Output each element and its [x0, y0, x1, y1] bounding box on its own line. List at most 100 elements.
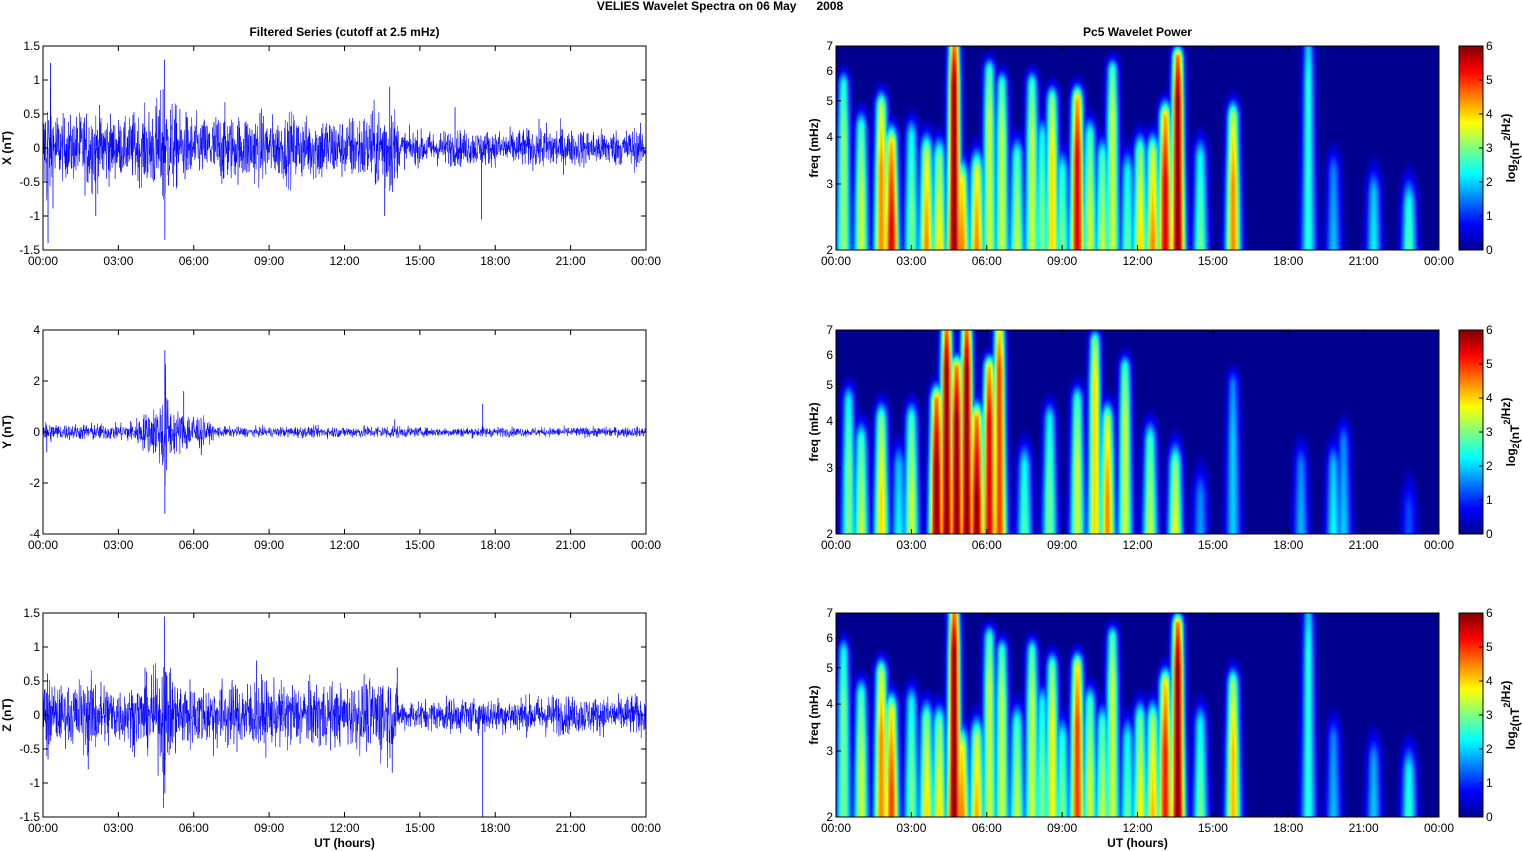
line-y-ytick-label: 2 — [33, 374, 40, 388]
line-x-xtick-label: 00:00 — [631, 254, 661, 268]
heatmap-z-colorbar-tick-label: 0 — [1486, 810, 1493, 824]
heatmap-y-colorbar-tick-label: 6 — [1486, 323, 1493, 337]
heatmap-panel-z: 2 3 4 5 6 7 freq (mHz) 00:00 03:00 06:00 09:00 12:0… — [807, 606, 1522, 850]
line-y-xtick-label: 18:00 — [480, 538, 510, 552]
line-y-ytick-label: -2 — [29, 476, 40, 490]
heatmap-z-ytick-label: 4 — [826, 697, 833, 711]
heatmap-y-colorbar-tick-label: 0 — [1486, 527, 1493, 541]
line-x-ytick-label: -0.5 — [19, 175, 40, 189]
line-x-xtick-label: 09:00 — [254, 254, 284, 268]
heatmap-x-xtick-label: 12:00 — [1122, 254, 1152, 268]
line-panel-y: -4 -2 0 2 4 Y (nT) 00:00 03:00 06:00 09:00 12:00 15… — [0, 323, 661, 552]
heatmap-panel-x: 2 3 4 5 6 7 freq (mHz) 00:00 03:00 06:00 09:00 12:0… — [807, 25, 1522, 268]
heatmap-x-xtick-label: 15:00 — [1198, 254, 1228, 268]
line-x-trace — [42, 87, 647, 209]
heatmap-x-xtick-label: 00:00 — [821, 254, 851, 268]
line-y-xtick-label: 03:00 — [103, 538, 133, 552]
heatmap-x-colorbar-tick-label: 5 — [1486, 73, 1493, 87]
line-x-xtick-label: 06:00 — [179, 254, 209, 268]
line-z-ytick-label: -1 — [29, 776, 40, 790]
heatmap-x-power-image — [836, 46, 1439, 250]
heatmap-y-colorbar-label: log2(nT2/Hz) — [1499, 398, 1522, 467]
heatmap-x-xtick-label: 03:00 — [896, 254, 926, 268]
line-y-xtick-label: 00:00 — [28, 538, 58, 552]
heatmap-x-colorbar-tick-label: 1 — [1486, 209, 1493, 223]
heatmap-y-xtick-label: 15:00 — [1198, 538, 1228, 552]
heatmap-y-xtick-label: 00:00 — [821, 538, 851, 552]
line-z-trace — [42, 663, 647, 809]
line-z-ytick-label: 0 — [33, 708, 40, 722]
heatmap-z-xtick-label: 21:00 — [1349, 821, 1379, 835]
line-x-ytick-label: -1.5 — [19, 243, 40, 257]
heatmap-y-colorbar-tick-label: 4 — [1486, 391, 1493, 405]
heatmap-y-colorbar-tick-label: 3 — [1486, 425, 1493, 439]
heatmap-z-colorbar-label: log2(nT2/Hz) — [1499, 681, 1522, 750]
line-y-ytick-label: 0 — [33, 425, 40, 439]
heatmap-z-ylabel: freq (mHz) — [807, 685, 821, 744]
line-x-title: Filtered Series (cutoff at 2.5 mHz) — [249, 25, 439, 39]
heatmap-y-ytick-label: 2 — [826, 527, 833, 541]
heatmap-y-xtick-label: 12:00 — [1122, 538, 1152, 552]
line-y-ylabel: Y (nT) — [0, 415, 14, 449]
line-z-ytick-label: 1.5 — [23, 606, 40, 620]
heatmap-y-colorbar-tick-label: 1 — [1486, 493, 1493, 507]
heatmap-panel-y: 2 3 4 5 6 7 freq (mHz) 00:00 03:00 06:00 09:00 12:0… — [807, 323, 1522, 552]
heatmap-x-xtick-label: 09:00 — [1047, 254, 1077, 268]
heatmap-x-ytick-label: 6 — [826, 64, 833, 78]
line-y-xtick-label: 12:00 — [329, 538, 359, 552]
heatmap-y-ylabel: freq (mHz) — [807, 402, 821, 461]
line-y-xtick-label: 15:00 — [405, 538, 435, 552]
heatmap-y-xtick-label: 00:00 — [1424, 538, 1454, 552]
heatmap-y-ytick-label: 7 — [826, 323, 833, 337]
heatmap-x-colorbar-label: log2(nT2/Hz) — [1499, 114, 1522, 183]
heatmap-y-xtick-label: 06:00 — [972, 538, 1002, 552]
heatmap-x-colorbar-tick-label: 3 — [1486, 141, 1493, 155]
heatmap-x-ytick-label: 4 — [826, 130, 833, 144]
heatmap-z-ytick-label: 5 — [826, 661, 833, 675]
heatmap-x-colorbar-tick-label: 2 — [1486, 175, 1493, 189]
line-z-xtick-label: 00:00 — [631, 821, 661, 835]
heatmap-y-colorbar-tick-label: 5 — [1486, 357, 1493, 371]
line-z-xtick-label: 15:00 — [405, 821, 435, 835]
heatmap-z-xtick-label: 18:00 — [1273, 821, 1303, 835]
heatmap-y-ytick-label: 4 — [826, 414, 833, 428]
line-panel-x: -1.5 -1 -0.5 0 0.5 1 1.5 X (nT) 00:00 03:00 06:00 0… — [0, 25, 661, 268]
heatmap-z-colorbar-tick-label: 4 — [1486, 674, 1493, 688]
line-x-xtick-label: 00:00 — [28, 254, 58, 268]
heatmap-z-power-image — [836, 613, 1439, 817]
line-z-ytick-label: 0.5 — [23, 674, 40, 688]
heatmap-y-ytick-label: 5 — [826, 378, 833, 392]
line-x-xtick-label: 21:00 — [556, 254, 586, 268]
heatmap-z-xtick-label: 00:00 — [1424, 821, 1454, 835]
heatmap-y-ytick-label: 3 — [826, 461, 833, 475]
heatmap-x-ytick-label: 5 — [826, 94, 833, 108]
heatmap-x-xtick-label: 21:00 — [1349, 254, 1379, 268]
line-z-xtick-label: 21:00 — [556, 821, 586, 835]
line-z-xtick-label: 12:00 — [329, 821, 359, 835]
heatmap-z-colorbar-tick-label: 5 — [1486, 640, 1493, 654]
heatmap-x-ytick-label: 3 — [826, 177, 833, 191]
heatmap-y-xtick-label: 03:00 — [896, 538, 926, 552]
line-z-ytick-label: 1 — [33, 640, 40, 654]
heatmap-x-colorbar-tick-label: 6 — [1486, 39, 1493, 53]
heatmap-y-xtick-label: 18:00 — [1273, 538, 1303, 552]
heatmap-y-xtick-label: 21:00 — [1349, 538, 1379, 552]
line-x-ytick-label: 0 — [33, 141, 40, 155]
heatmap-x-ytick-label: 2 — [826, 243, 833, 257]
heatmap-z-xtick-label: 15:00 — [1198, 821, 1228, 835]
line-y-xtick-label: 06:00 — [179, 538, 209, 552]
heatmap-x-xtick-label: 06:00 — [972, 254, 1002, 268]
heatmap-x-colorbar-tick-label: 4 — [1486, 107, 1493, 121]
heatmap-z-xtick-label: 12:00 — [1122, 821, 1152, 835]
line-x-xtick-label: 18:00 — [480, 254, 510, 268]
heatmap-z-ytick-label: 7 — [826, 606, 833, 620]
line-y-ytick-label: 4 — [33, 323, 40, 337]
line-y-xtick-label: 00:00 — [631, 538, 661, 552]
line-x-ytick-label: 1 — [33, 73, 40, 87]
heatmap-z-xtick-label: 03:00 — [896, 821, 926, 835]
line-y-xtick-label: 09:00 — [254, 538, 284, 552]
line-z-ytick-label: -0.5 — [19, 742, 40, 756]
heatmap-z-ytick-label: 2 — [826, 810, 833, 824]
heatmap-x-xtick-label: 00:00 — [1424, 254, 1454, 268]
